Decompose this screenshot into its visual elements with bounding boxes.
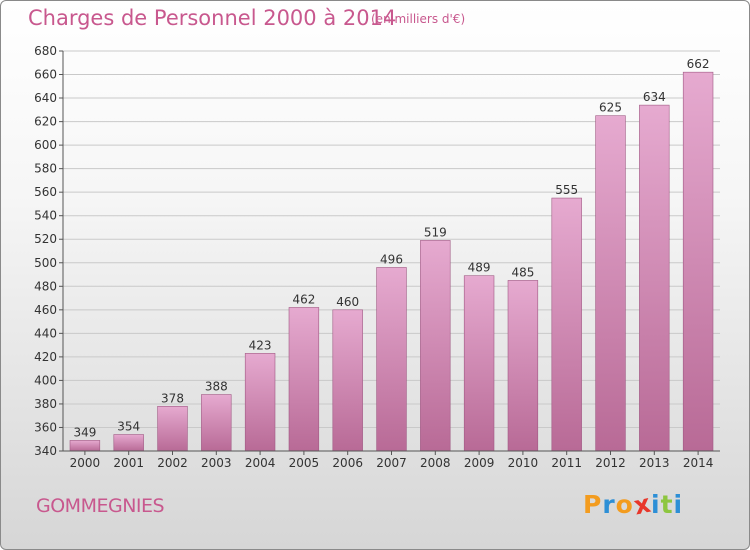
bar bbox=[507, 280, 539, 452]
x-tick-label: 2006 bbox=[332, 456, 363, 470]
commune-name: GOMMEGNIES bbox=[36, 495, 165, 517]
logo-letter: i bbox=[673, 490, 684, 519]
bar bbox=[69, 440, 101, 452]
data-label: 555 bbox=[555, 183, 578, 197]
x-tick-label: 2000 bbox=[70, 456, 101, 470]
proxiti-logo: Proxiti bbox=[583, 489, 684, 521]
y-tick-label: 560 bbox=[34, 185, 57, 199]
x-tick-label: 2007 bbox=[376, 456, 407, 470]
logo-letter: o bbox=[615, 490, 634, 519]
chart-subtitle: (en milliers d'€) bbox=[371, 12, 466, 26]
x-tick-label: 2008 bbox=[420, 456, 451, 470]
bar bbox=[376, 267, 407, 452]
logo-letter: r bbox=[602, 490, 616, 519]
y-tick-label: 540 bbox=[34, 209, 57, 223]
bar bbox=[639, 104, 670, 452]
bar bbox=[201, 394, 232, 452]
logo-letter: i bbox=[651, 490, 661, 519]
x-tick-label: 2012 bbox=[595, 456, 626, 470]
data-label: 378 bbox=[161, 391, 184, 405]
bar bbox=[244, 353, 276, 452]
bar bbox=[682, 71, 714, 452]
data-label: 625 bbox=[599, 101, 622, 115]
y-tick-label: 660 bbox=[34, 68, 57, 82]
data-label: 349 bbox=[73, 425, 96, 439]
y-tick-label: 480 bbox=[34, 279, 57, 293]
x-tick-label: 2013 bbox=[639, 456, 670, 470]
x-tick-label: 2004 bbox=[245, 456, 276, 470]
bar bbox=[288, 307, 320, 452]
data-labels: 349 354 378 388 423 462 460 496 519 489 485 555 625 6… bbox=[73, 57, 709, 439]
data-label: 462 bbox=[292, 292, 315, 306]
bar bbox=[113, 434, 144, 452]
x-tick-label: 2011 bbox=[551, 456, 582, 470]
y-tick-label: 440 bbox=[34, 326, 57, 340]
y-tick-label: 520 bbox=[34, 232, 57, 246]
bar bbox=[420, 240, 451, 452]
x-tick-label: 2009 bbox=[464, 456, 495, 470]
y-tick-label: 360 bbox=[34, 420, 57, 434]
x-tick-label: 2003 bbox=[201, 456, 232, 470]
data-label: 634 bbox=[643, 90, 666, 104]
y-tick-label: 500 bbox=[34, 256, 57, 270]
y-tick-label: 340 bbox=[34, 444, 57, 458]
bar bbox=[463, 275, 495, 452]
data-label: 460 bbox=[336, 295, 359, 309]
x-tick-label: 2002 bbox=[157, 456, 188, 470]
data-label: 496 bbox=[380, 252, 403, 266]
y-tick-label: 380 bbox=[34, 397, 57, 411]
y-tick-label: 680 bbox=[34, 44, 57, 58]
bar bbox=[595, 115, 626, 452]
data-label: 485 bbox=[511, 265, 534, 279]
data-label: 388 bbox=[205, 380, 228, 394]
data-label: 662 bbox=[687, 57, 710, 71]
x-tick-label: 2010 bbox=[508, 456, 539, 470]
y-tick-label: 640 bbox=[34, 91, 57, 105]
y-tick-label: 600 bbox=[34, 138, 57, 152]
bar bbox=[551, 197, 582, 452]
y-tick-label: 580 bbox=[34, 162, 57, 176]
data-label: 489 bbox=[468, 261, 491, 275]
y-tick-label: 400 bbox=[34, 373, 57, 387]
data-label: 354 bbox=[117, 420, 140, 434]
y-tick-label: 420 bbox=[34, 350, 57, 364]
chart-title: Charges de Personnel 2000 à 2014 bbox=[28, 6, 397, 30]
x-tick-label: 2005 bbox=[289, 456, 320, 470]
y-tick-label: 620 bbox=[34, 115, 57, 129]
x-tick-label: 2014 bbox=[683, 456, 714, 470]
data-label: 519 bbox=[424, 225, 447, 239]
axes: 340 360 380 400 420 440 460 480 500 520 540 560 580 6… bbox=[34, 44, 720, 470]
bar bbox=[332, 309, 363, 452]
x-tick-label: 2001 bbox=[113, 456, 144, 470]
y-tick-label: 460 bbox=[34, 303, 57, 317]
logo-letter: P bbox=[583, 490, 603, 519]
bars bbox=[69, 71, 714, 452]
bar bbox=[157, 405, 188, 452]
data-label: 423 bbox=[249, 338, 272, 352]
logo-letter: t bbox=[660, 490, 674, 519]
